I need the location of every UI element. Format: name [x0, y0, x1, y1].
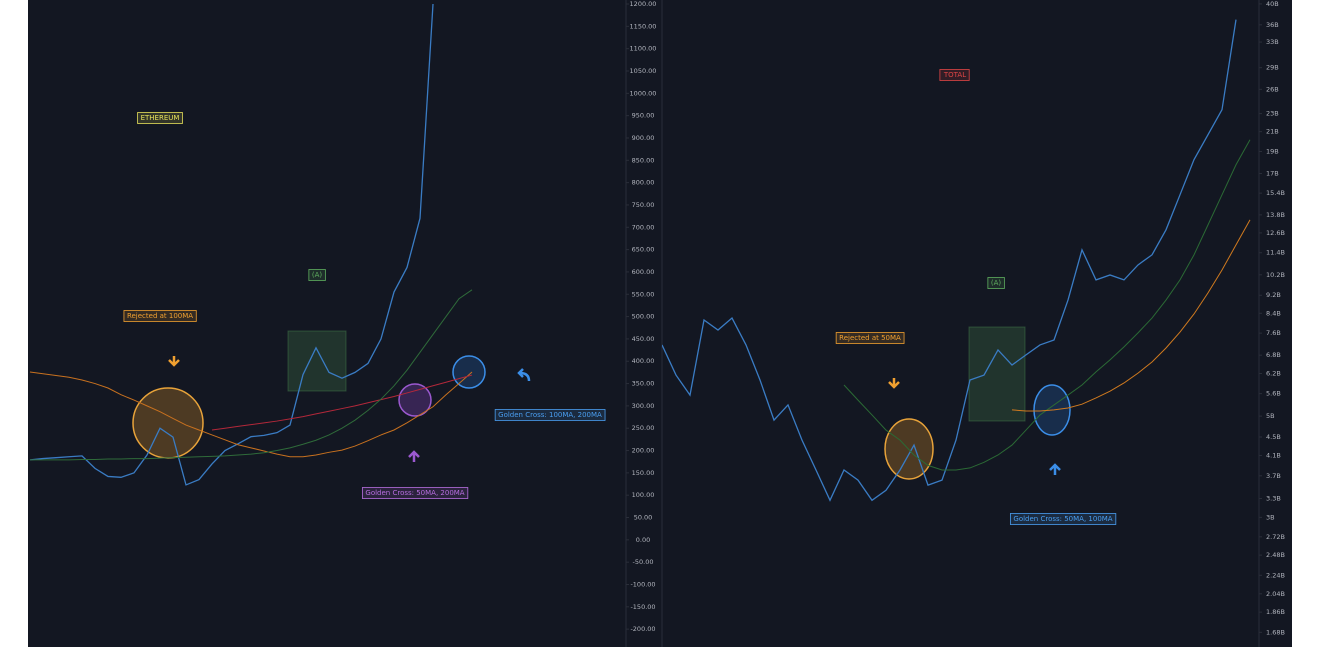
y-tick-label: 1100.00 — [630, 45, 657, 53]
series-line — [29, 371, 473, 458]
y-tick-label: 6.8B — [1266, 351, 1281, 359]
y-tick-label: 17B — [1266, 170, 1279, 178]
annotation: ETHEREUM — [141, 114, 180, 122]
highlight-circle — [452, 355, 486, 389]
y-tick-label: 13.8B — [1266, 211, 1285, 219]
annotation: Rejected at 50MA — [839, 334, 901, 342]
annotation-box — [494, 409, 606, 421]
series-line — [211, 374, 473, 431]
annotation: Golden Cross: 100MA, 200MA — [498, 411, 602, 419]
arrow — [888, 378, 900, 389]
y-tick-label: 1200.00 — [630, 0, 657, 8]
y-tick-label: 50.00 — [634, 514, 653, 522]
y-tick-label: 9.2B — [1266, 291, 1281, 299]
y-tick-label: 4.5B — [1266, 433, 1281, 441]
annotation-box — [939, 69, 970, 81]
y-tick-label: 2.04B — [1266, 590, 1285, 598]
annotation: (A) — [312, 271, 323, 279]
y-tick-label: 1150.00 — [630, 22, 657, 30]
y-tick-label: 350.00 — [632, 380, 655, 388]
y-tick-label: 2.24B — [1266, 571, 1285, 579]
y-tick-label: 1000.00 — [630, 89, 657, 97]
annotation: TOTAL — [943, 71, 966, 79]
y-tick-label: 33B — [1266, 38, 1279, 46]
y-tick-label: -150.00 — [630, 603, 655, 611]
y-tick-label: 15.4B — [1266, 189, 1285, 197]
y-tick-label: 550.00 — [632, 290, 655, 298]
y-tick-label: -50.00 — [633, 558, 654, 566]
y-tick-label: 300.00 — [632, 402, 655, 410]
y-tick-label: 40B — [1266, 0, 1279, 8]
y-tick-label: 0.00 — [636, 536, 650, 544]
y-tick-label: 200.00 — [632, 447, 655, 455]
y-tick-label: 800.00 — [632, 179, 655, 187]
y-tick-label: 2.48B — [1266, 551, 1285, 559]
y-tick-label: 900.00 — [632, 134, 655, 142]
y-tick-label: 250.00 — [632, 424, 655, 432]
series-line — [29, 3, 434, 486]
series-line — [1011, 219, 1251, 412]
annotation-box — [1009, 513, 1117, 525]
y-tick-label: 2.72B — [1266, 533, 1285, 541]
y-tick-label: -200.00 — [630, 625, 655, 633]
y-tick-label: 36B — [1266, 21, 1279, 29]
y-tick-label: 26B — [1266, 85, 1279, 93]
y-tick-label: 500.00 — [632, 313, 655, 321]
y-tick-label: 600.00 — [632, 268, 655, 276]
y-tick-label: 8.4B — [1266, 309, 1281, 317]
y-tick-label: 1.68B — [1266, 628, 1285, 636]
y-tick-label: 29B — [1266, 64, 1279, 72]
y-tick-label: 4.1B — [1266, 451, 1281, 459]
highlight-circle — [398, 383, 432, 417]
y-tick-label: 150.00 — [632, 469, 655, 477]
y-tick-label: 23B — [1266, 110, 1279, 118]
arrow — [408, 450, 420, 462]
y-tick-label: -100.00 — [630, 580, 655, 588]
y-tick-label: 5.6B — [1266, 390, 1281, 398]
chart-panel — [28, 0, 1292, 647]
y-tick-label: 750.00 — [632, 201, 655, 209]
annotation-box — [308, 269, 326, 281]
y-tick-label: 1050.00 — [630, 67, 657, 75]
y-tick-label: 400.00 — [632, 357, 655, 365]
y-tick-label: 11.4B — [1266, 249, 1285, 257]
y-tick-label: 3.7B — [1266, 472, 1281, 480]
series-line — [662, 19, 1237, 502]
zone-box — [287, 330, 347, 392]
y-tick-label: 450.00 — [632, 335, 655, 343]
y-tick-label: 100.00 — [632, 491, 655, 499]
series-line — [30, 289, 473, 461]
y-tick-label: 650.00 — [632, 246, 655, 254]
series-line — [843, 139, 1251, 471]
y-tick-label: 5B — [1266, 412, 1275, 420]
annotation-box — [987, 277, 1005, 289]
y-tick-label: 7.6B — [1266, 329, 1281, 337]
annotation: Golden Cross: 50MA, 200MA — [365, 489, 464, 497]
annotation-box — [361, 487, 469, 499]
y-tick-label: 3B — [1266, 513, 1275, 521]
y-tick-label: 12.6B — [1266, 229, 1285, 237]
zone-box — [968, 326, 1026, 422]
y-tick-label: 950.00 — [632, 112, 655, 120]
y-tick-label: 1.86B — [1266, 608, 1285, 616]
arrow — [1049, 463, 1061, 475]
y-tick-label: 21B — [1266, 128, 1279, 136]
annotation: Rejected at 100MA — [127, 312, 193, 320]
y-tick-label: 3.3B — [1266, 494, 1281, 502]
arrow — [168, 356, 180, 367]
annotation-box — [835, 332, 905, 344]
annotation: (A) — [991, 279, 1002, 287]
y-tick-label: 6.2B — [1266, 369, 1281, 377]
highlight-circle — [132, 387, 204, 459]
annotation-box — [123, 310, 197, 322]
y-tick-label: 700.00 — [632, 223, 655, 231]
y-tick-label: 850.00 — [632, 156, 655, 164]
y-tick-label: 19B — [1266, 147, 1279, 155]
annotation: Golden Cross: 50MA, 100MA — [1013, 515, 1112, 523]
arrow — [517, 368, 531, 382]
y-tick-label: 10.2B — [1266, 271, 1285, 279]
annotation-box — [137, 112, 183, 124]
